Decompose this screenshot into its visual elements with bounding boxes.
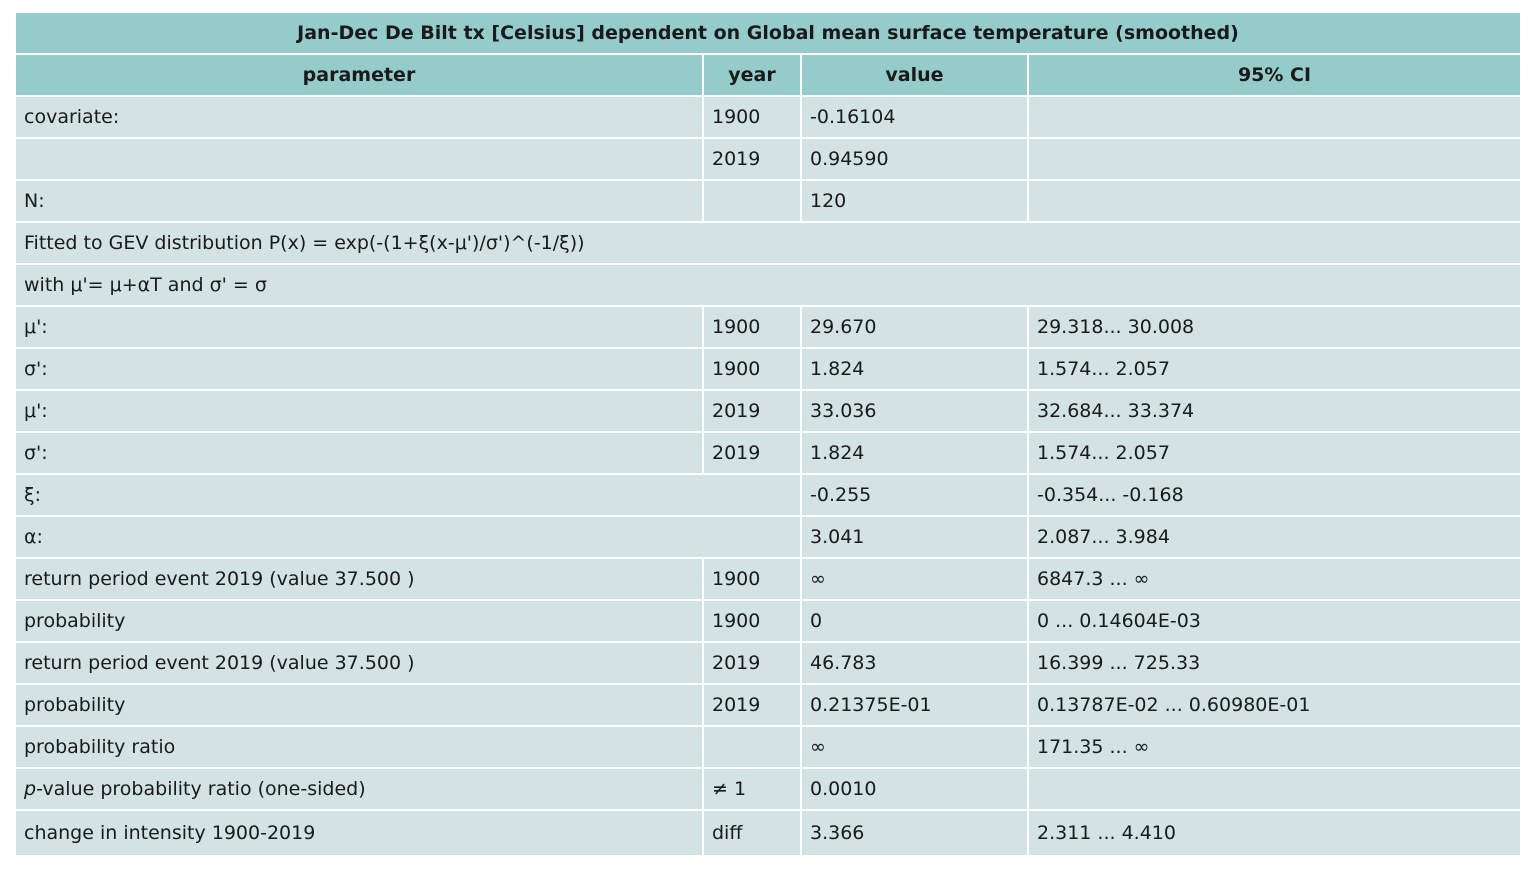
header-year: year — [702, 55, 800, 97]
value-cell: ∞ — [800, 559, 1027, 601]
parameter-cell: μ': — [16, 307, 702, 349]
table-row-xi: ξ: -0.255 -0.354... -0.168 — [16, 475, 1520, 517]
table-row-alpha: α: 3.041 2.087... 3.984 — [16, 517, 1520, 559]
parameter-cell: return period event 2019 (value 37.500 ) — [16, 559, 702, 601]
gev-fit-table: Jan-Dec De Bilt tx [Celsius] dependent o… — [16, 13, 1520, 855]
value-cell: 120 — [800, 181, 1027, 223]
parameter-cell: p-value probability ratio (one-sided) — [16, 769, 702, 811]
table-row-p-value: p-value probability ratio (one-sided) ≠ 1… — [16, 769, 1520, 811]
value-cell: -0.16104 — [800, 97, 1027, 139]
table-title: Jan-Dec De Bilt tx [Celsius] dependent o… — [16, 13, 1520, 55]
year-cell — [702, 181, 800, 223]
table-row-mu-2019: μ': 2019 33.036 32.684... 33.374 — [16, 391, 1520, 433]
value-cell: 1.824 — [800, 349, 1027, 391]
value-cell: 0 — [800, 601, 1027, 643]
year-cell: 1900 — [702, 601, 800, 643]
ci-cell: -0.354... -0.168 — [1027, 475, 1520, 517]
parameter-cell: σ': — [16, 433, 702, 475]
value-cell: -0.255 — [800, 475, 1027, 517]
parameter-cell — [16, 139, 702, 181]
parameter-cell: probability — [16, 685, 702, 727]
note-cell: Fitted to GEV distribution P(x) = exp(-(… — [16, 223, 1520, 265]
year-cell: diff — [702, 811, 800, 855]
table-row-sigma-2019: σ': 2019 1.824 1.574... 2.057 — [16, 433, 1520, 475]
year-cell: 2019 — [702, 391, 800, 433]
year-cell: 2019 — [702, 139, 800, 181]
ci-cell — [1027, 97, 1520, 139]
value-cell: 0.0010 — [800, 769, 1027, 811]
year-cell: 1900 — [702, 349, 800, 391]
ci-cell: 2.087... 3.984 — [1027, 517, 1520, 559]
header-value: value — [800, 55, 1027, 97]
value-cell: 3.366 — [800, 811, 1027, 855]
table-row-probability-1900: probability 1900 0 0 ... 0.14604E-03 — [16, 601, 1520, 643]
ci-cell: 0.13787E-02 ... 0.60980E-01 — [1027, 685, 1520, 727]
table-row-mu-1900: μ': 1900 29.670 29.318... 30.008 — [16, 307, 1520, 349]
parameter-cell: α: — [16, 517, 800, 559]
table-row-definition: with μ'= μ+αT and σ' = σ — [16, 265, 1520, 307]
ci-cell: 171.35 ... ∞ — [1027, 727, 1520, 769]
value-cell: 0.21375E-01 — [800, 685, 1027, 727]
table-row-probability-ratio: probability ratio ∞ 171.35 ... ∞ — [16, 727, 1520, 769]
ci-cell: 6847.3 ... ∞ — [1027, 559, 1520, 601]
table-row-n: N: 120 — [16, 181, 1520, 223]
parameter-cell: probability — [16, 601, 702, 643]
header-ci: 95% CI — [1027, 55, 1520, 97]
value-cell: 3.041 — [800, 517, 1027, 559]
table-row-change-in-intensity: change in intensity 1900-2019 diff 3.366 2.… — [16, 811, 1520, 855]
table-row-sigma-1900: σ': 1900 1.824 1.574... 2.057 — [16, 349, 1520, 391]
value-cell: 33.036 — [800, 391, 1027, 433]
parameter-cell: probability ratio — [16, 727, 702, 769]
parameter-cell: ξ: — [16, 475, 800, 517]
ci-cell — [1027, 139, 1520, 181]
parameter-cell: change in intensity 1900-2019 — [16, 811, 702, 855]
table-row-return-period-2019: return period event 2019 (value 37.500 )… — [16, 643, 1520, 685]
value-cell: ∞ — [800, 727, 1027, 769]
ci-cell: 29.318... 30.008 — [1027, 307, 1520, 349]
value-cell: 0.94590 — [800, 139, 1027, 181]
ci-cell: 1.574... 2.057 — [1027, 433, 1520, 475]
p-value-label: -value probability ratio (one-sided) — [36, 778, 366, 800]
table-body: covariate: 1900 -0.16104 2019 0.94590 N: 120 Fi… — [16, 97, 1520, 855]
year-cell: 2019 — [702, 685, 800, 727]
year-cell: 2019 — [702, 433, 800, 475]
p-italic: p — [24, 778, 37, 800]
ci-cell — [1027, 181, 1520, 223]
value-cell: 29.670 — [800, 307, 1027, 349]
parameter-cell: covariate: — [16, 97, 702, 139]
parameter-cell: N: — [16, 181, 702, 223]
year-cell — [702, 727, 800, 769]
value-cell: 1.824 — [800, 433, 1027, 475]
table-row-covariate-2019: 2019 0.94590 — [16, 139, 1520, 181]
ci-cell — [1027, 769, 1520, 811]
year-cell: 1900 — [702, 307, 800, 349]
year-cell: 2019 — [702, 643, 800, 685]
table-row-distribution: Fitted to GEV distribution P(x) = exp(-(… — [16, 223, 1520, 265]
parameter-cell: μ': — [16, 391, 702, 433]
ci-cell: 0 ... 0.14604E-03 — [1027, 601, 1520, 643]
year-cell: ≠ 1 — [702, 769, 800, 811]
parameter-cell: σ': — [16, 349, 702, 391]
ci-cell: 2.311 ... 4.410 — [1027, 811, 1520, 855]
value-cell: 46.783 — [800, 643, 1027, 685]
year-cell: 1900 — [702, 97, 800, 139]
header-parameter: parameter — [16, 55, 702, 97]
table-row-covariate-1900: covariate: 1900 -0.16104 — [16, 97, 1520, 139]
parameter-cell: return period event 2019 (value 37.500 ) — [16, 643, 702, 685]
ci-cell: 32.684... 33.374 — [1027, 391, 1520, 433]
table-row-probability-2019: probability 2019 0.21375E-01 0.13787E-02 ..… — [16, 685, 1520, 727]
note-cell: with μ'= μ+αT and σ' = σ — [16, 265, 1520, 307]
table-row-return-period-1900: return period event 2019 (value 37.500 )… — [16, 559, 1520, 601]
year-cell: 1900 — [702, 559, 800, 601]
ci-cell: 16.399 ... 725.33 — [1027, 643, 1520, 685]
ci-cell: 1.574... 2.057 — [1027, 349, 1520, 391]
